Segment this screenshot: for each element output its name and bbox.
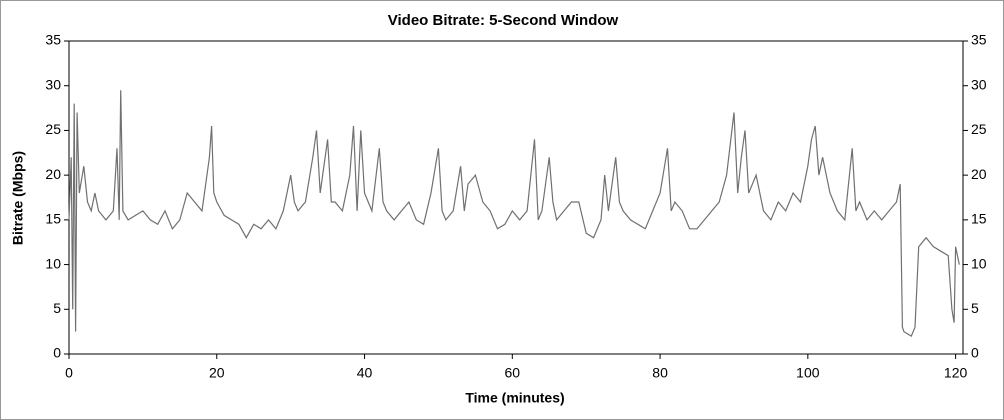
y-tick-label: 5 — [53, 300, 61, 316]
x-tick-label: 0 — [65, 365, 73, 381]
chart-title: Video Bitrate: 5-Second Window — [388, 12, 619, 29]
y-tick-label: 20 — [45, 166, 61, 182]
y-tick-label: 0 — [53, 345, 61, 361]
x-tick-label: 100 — [796, 365, 820, 381]
data-line — [68, 90, 960, 337]
x-tick-label: 60 — [505, 365, 521, 381]
x-tick-label: 80 — [652, 365, 668, 381]
y2-tick-label: 35 — [971, 32, 987, 48]
y-tick-label: 30 — [45, 76, 61, 92]
y2-tick-label: 0 — [971, 345, 979, 361]
y2-tick-label: 5 — [971, 300, 979, 316]
y2-tick-label: 15 — [971, 211, 987, 227]
y-tick-label: 15 — [45, 211, 61, 227]
plot-frame — [68, 40, 964, 355]
x-tick-label: 40 — [357, 365, 373, 381]
y2-tick-label: 25 — [971, 121, 987, 137]
x-axis-label: Time (minutes) — [465, 390, 564, 406]
y2-tick-label: 30 — [971, 76, 987, 92]
x-tick-label: 120 — [944, 365, 968, 381]
y-tick-label: 35 — [45, 32, 61, 48]
y-tick-label: 25 — [45, 121, 61, 137]
y-axis-label: Bitrate (Mbps) — [10, 151, 26, 245]
y2-tick-label: 20 — [971, 166, 987, 182]
x-tick-label: 20 — [209, 365, 225, 381]
y-tick-label: 10 — [45, 255, 61, 271]
y2-tick-label: 10 — [971, 255, 987, 271]
